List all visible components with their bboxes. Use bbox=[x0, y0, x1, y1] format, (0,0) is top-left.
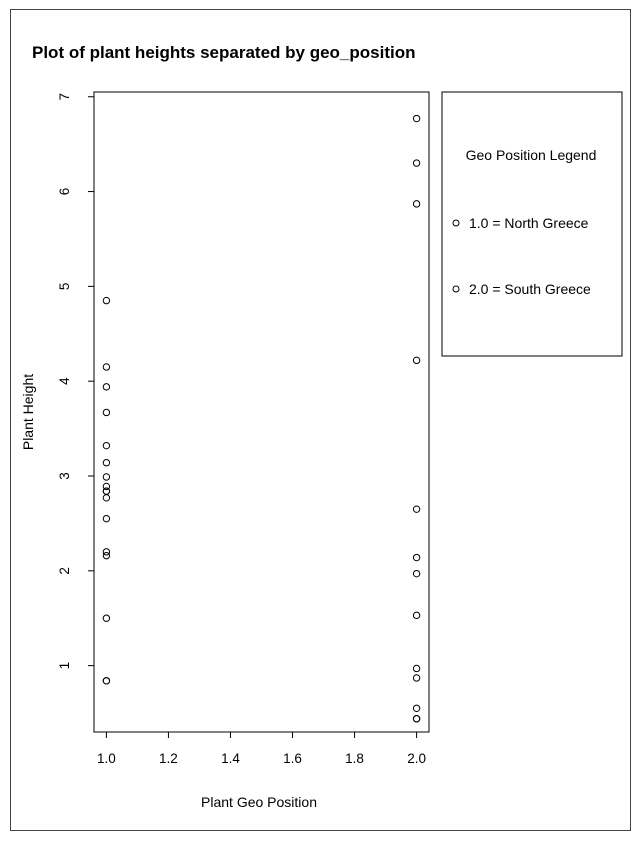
x-tick-label: 1.8 bbox=[345, 751, 364, 766]
legend-marker bbox=[452, 219, 460, 227]
plot-area-box bbox=[93, 91, 430, 733]
legend-marker bbox=[452, 285, 460, 293]
data-points bbox=[102, 114, 421, 723]
data-point bbox=[412, 553, 421, 562]
y-tick-label: 5 bbox=[57, 283, 72, 291]
data-point bbox=[102, 459, 111, 467]
legend-entries: 1.0 = North Greece 2.0 = South Greece bbox=[452, 215, 591, 297]
data-point bbox=[102, 677, 111, 685]
data-point bbox=[102, 482, 111, 491]
data-point bbox=[102, 614, 111, 622]
y-axis: 1 2 3 4 5 6 7 bbox=[57, 93, 95, 670]
data-point bbox=[412, 664, 421, 673]
legend-title: Geo Position Legend bbox=[466, 147, 597, 163]
data-point bbox=[412, 674, 421, 682]
y-tick-label: 4 bbox=[57, 377, 72, 385]
data-point bbox=[102, 408, 111, 417]
data-point bbox=[412, 704, 421, 712]
x-tick-label: 1.4 bbox=[221, 751, 240, 766]
x-tick-label: 1.6 bbox=[283, 751, 302, 766]
y-tick-label: 6 bbox=[57, 188, 72, 196]
data-point bbox=[102, 548, 111, 556]
legend-box bbox=[441, 91, 623, 357]
data-point bbox=[412, 159, 421, 167]
x-tick-label: 1.2 bbox=[159, 751, 178, 766]
data-point bbox=[412, 715, 421, 723]
data-point bbox=[102, 383, 111, 391]
data-point bbox=[102, 296, 111, 305]
y-tick-label: 7 bbox=[57, 93, 72, 101]
legend-entry-label: 1.0 = North Greece bbox=[469, 215, 589, 231]
data-point bbox=[412, 200, 421, 208]
data-point bbox=[102, 494, 111, 502]
legend: Geo Position Legend 1.0 = North Greece 2.… bbox=[441, 91, 623, 357]
x-tick-label: 2.0 bbox=[407, 751, 426, 766]
x-axis: 1.0 1.2 1.4 1.6 1.8 2.0 bbox=[97, 731, 426, 766]
data-point bbox=[102, 441, 111, 450]
x-axis-label: Plant Geo Position bbox=[201, 794, 317, 810]
data-point bbox=[102, 487, 111, 495]
legend-entry-label: 2.0 = South Greece bbox=[469, 281, 591, 297]
data-point bbox=[102, 473, 111, 481]
chart-title: Plot of plant heights separated by geo_p… bbox=[32, 43, 415, 62]
data-point bbox=[412, 569, 421, 578]
data-point bbox=[102, 363, 111, 371]
y-tick-label: 1 bbox=[57, 662, 72, 670]
data-point bbox=[102, 514, 111, 523]
y-axis-label: Plant Height bbox=[20, 374, 36, 450]
data-point bbox=[412, 611, 421, 620]
y-tick-label: 3 bbox=[57, 472, 72, 480]
data-point bbox=[412, 356, 421, 365]
data-point bbox=[412, 114, 421, 123]
data-point bbox=[412, 505, 421, 513]
y-tick-label: 2 bbox=[57, 567, 72, 575]
x-tick-label: 1.0 bbox=[97, 751, 116, 766]
data-point bbox=[102, 551, 111, 560]
